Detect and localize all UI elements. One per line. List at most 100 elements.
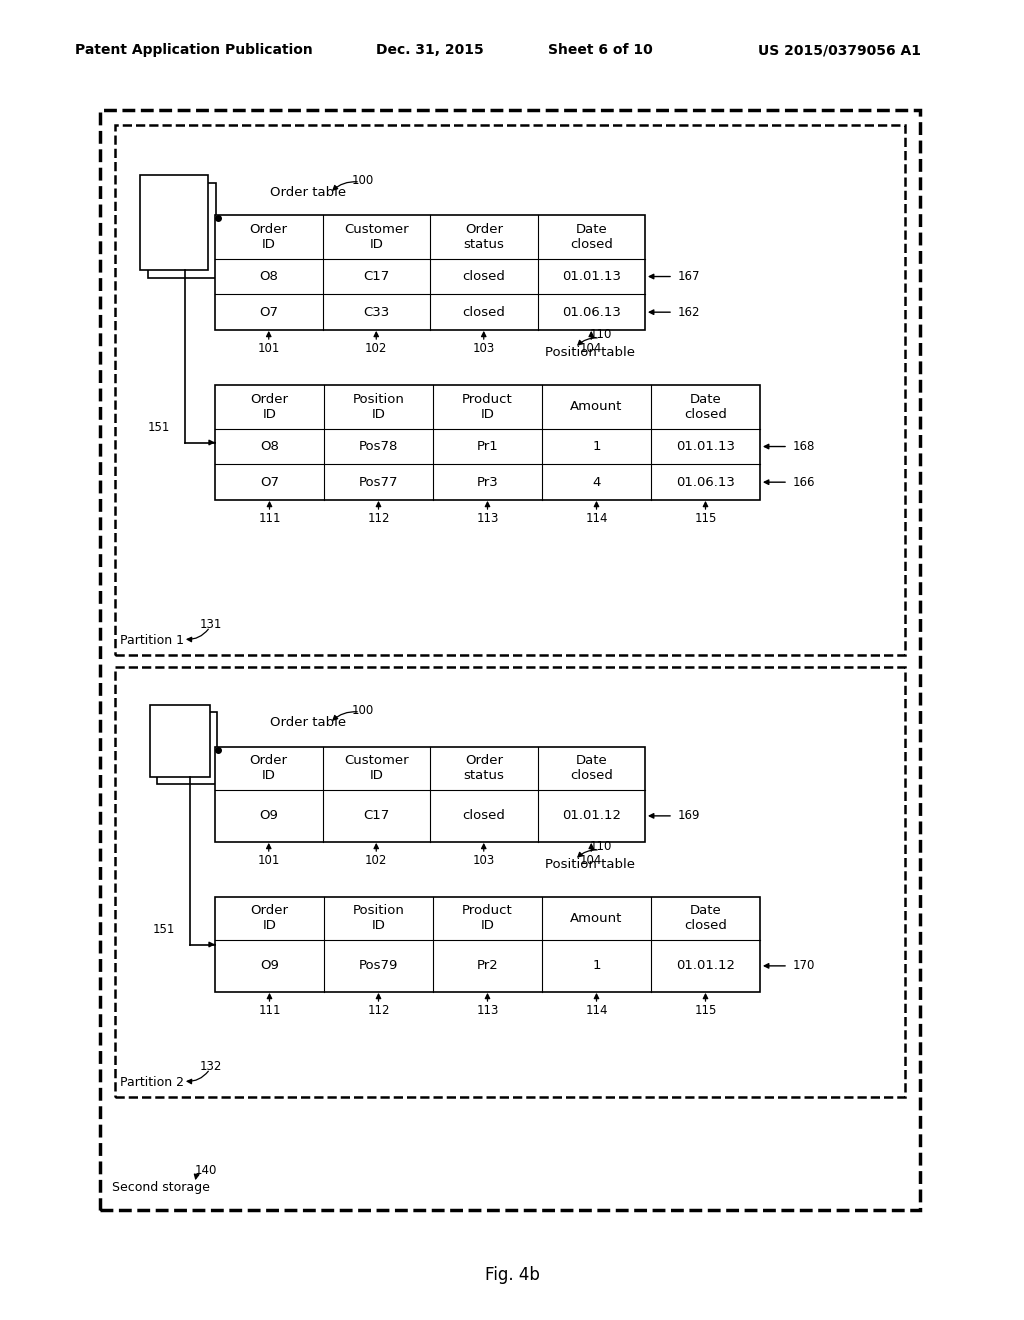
Text: 110: 110 bbox=[590, 329, 612, 342]
Text: closed: closed bbox=[462, 809, 505, 822]
Bar bbox=[115, 667, 905, 1097]
Text: 110: 110 bbox=[590, 841, 612, 854]
Text: 166: 166 bbox=[793, 475, 815, 488]
Bar bbox=[215, 898, 760, 993]
Text: Fig. 4b: Fig. 4b bbox=[484, 1266, 540, 1284]
Text: Position
ID: Position ID bbox=[352, 904, 404, 932]
Text: O8: O8 bbox=[259, 271, 279, 282]
Text: O7: O7 bbox=[259, 306, 279, 318]
Text: 111: 111 bbox=[258, 511, 281, 524]
Text: 01.01.13: 01.01.13 bbox=[562, 271, 621, 282]
Text: 102: 102 bbox=[366, 854, 387, 866]
Text: Amount: Amount bbox=[570, 400, 623, 413]
Text: C17: C17 bbox=[364, 809, 389, 822]
Bar bbox=[157, 711, 217, 784]
Text: Order
ID: Order ID bbox=[250, 223, 288, 251]
Text: Date
closed: Date closed bbox=[569, 223, 612, 251]
Text: closed: closed bbox=[462, 271, 505, 282]
Text: Pr3: Pr3 bbox=[476, 475, 499, 488]
Text: 112: 112 bbox=[368, 1003, 390, 1016]
Text: 114: 114 bbox=[586, 1003, 608, 1016]
Text: Order
status: Order status bbox=[463, 754, 504, 783]
Text: Pos78: Pos78 bbox=[358, 440, 398, 453]
Bar bbox=[100, 110, 920, 1210]
Text: O9: O9 bbox=[259, 809, 279, 822]
Text: 168: 168 bbox=[793, 440, 815, 453]
Bar bbox=[215, 747, 645, 842]
Bar bbox=[140, 176, 208, 271]
Text: Date
closed: Date closed bbox=[569, 754, 612, 783]
Text: 01.01.13: 01.01.13 bbox=[676, 440, 735, 453]
Text: O9: O9 bbox=[260, 960, 279, 973]
Text: 01.01.12: 01.01.12 bbox=[676, 960, 735, 973]
Text: 103: 103 bbox=[473, 342, 495, 355]
Text: Second storage: Second storage bbox=[112, 1181, 210, 1195]
Text: 1: 1 bbox=[592, 960, 601, 973]
Text: Partition 1: Partition 1 bbox=[120, 635, 184, 648]
Bar bbox=[215, 215, 645, 330]
Text: 167: 167 bbox=[678, 271, 700, 282]
Bar bbox=[150, 705, 210, 777]
Text: 140: 140 bbox=[195, 1163, 217, 1176]
Text: Pos79: Pos79 bbox=[358, 960, 398, 973]
Bar bbox=[215, 385, 760, 500]
Text: 1: 1 bbox=[592, 440, 601, 453]
Text: O8: O8 bbox=[260, 440, 279, 453]
Text: Amount: Amount bbox=[570, 912, 623, 925]
Text: Position
ID: Position ID bbox=[352, 393, 404, 421]
Text: Product
ID: Product ID bbox=[462, 393, 513, 421]
Text: 103: 103 bbox=[473, 854, 495, 866]
Text: Product
ID: Product ID bbox=[462, 904, 513, 932]
Text: 101: 101 bbox=[258, 854, 280, 866]
Text: 170: 170 bbox=[793, 960, 815, 973]
Text: Dec. 31, 2015: Dec. 31, 2015 bbox=[376, 44, 484, 57]
Text: 01.01.12: 01.01.12 bbox=[562, 809, 621, 822]
Text: 113: 113 bbox=[476, 511, 499, 524]
Text: Position table: Position table bbox=[545, 346, 635, 359]
Text: 115: 115 bbox=[694, 511, 717, 524]
Text: Order table: Order table bbox=[270, 717, 346, 730]
Bar bbox=[115, 125, 905, 655]
Text: 151: 151 bbox=[147, 421, 170, 434]
Text: 01.06.13: 01.06.13 bbox=[562, 306, 621, 318]
Text: 131: 131 bbox=[200, 619, 222, 631]
Text: Customer
ID: Customer ID bbox=[344, 223, 409, 251]
Text: 102: 102 bbox=[366, 342, 387, 355]
Text: Date
closed: Date closed bbox=[684, 904, 727, 932]
Text: 115: 115 bbox=[694, 1003, 717, 1016]
Text: 101: 101 bbox=[258, 342, 280, 355]
Text: C17: C17 bbox=[364, 271, 389, 282]
Text: 132: 132 bbox=[200, 1060, 222, 1073]
Text: O7: O7 bbox=[260, 475, 279, 488]
Text: Customer
ID: Customer ID bbox=[344, 754, 409, 783]
Text: 112: 112 bbox=[368, 511, 390, 524]
Text: C33: C33 bbox=[364, 306, 389, 318]
Text: 151: 151 bbox=[153, 923, 175, 936]
Text: 104: 104 bbox=[580, 342, 602, 355]
Text: Pr1: Pr1 bbox=[476, 440, 499, 453]
Text: 4: 4 bbox=[592, 475, 601, 488]
Text: 100: 100 bbox=[352, 704, 374, 717]
Text: Pos77: Pos77 bbox=[358, 475, 398, 488]
Text: closed: closed bbox=[462, 306, 505, 318]
Text: 169: 169 bbox=[678, 809, 700, 822]
Text: Sheet 6 of 10: Sheet 6 of 10 bbox=[548, 44, 652, 57]
Text: 162: 162 bbox=[678, 306, 700, 318]
Text: Order table: Order table bbox=[270, 186, 346, 199]
Text: Order
status: Order status bbox=[463, 223, 504, 251]
Text: Pr2: Pr2 bbox=[476, 960, 499, 973]
Text: US 2015/0379056 A1: US 2015/0379056 A1 bbox=[759, 44, 922, 57]
Text: Date
closed: Date closed bbox=[684, 393, 727, 421]
Text: Order
ID: Order ID bbox=[250, 754, 288, 783]
Text: Patent Application Publication: Patent Application Publication bbox=[75, 44, 312, 57]
Text: 114: 114 bbox=[586, 511, 608, 524]
Text: 113: 113 bbox=[476, 1003, 499, 1016]
Bar bbox=[148, 183, 216, 279]
Text: 111: 111 bbox=[258, 1003, 281, 1016]
Text: Position table: Position table bbox=[545, 858, 635, 870]
Text: 01.06.13: 01.06.13 bbox=[676, 475, 735, 488]
Text: 100: 100 bbox=[352, 173, 374, 186]
Text: Order
ID: Order ID bbox=[251, 904, 289, 932]
Text: Partition 2: Partition 2 bbox=[120, 1077, 184, 1089]
Text: 104: 104 bbox=[580, 854, 602, 866]
